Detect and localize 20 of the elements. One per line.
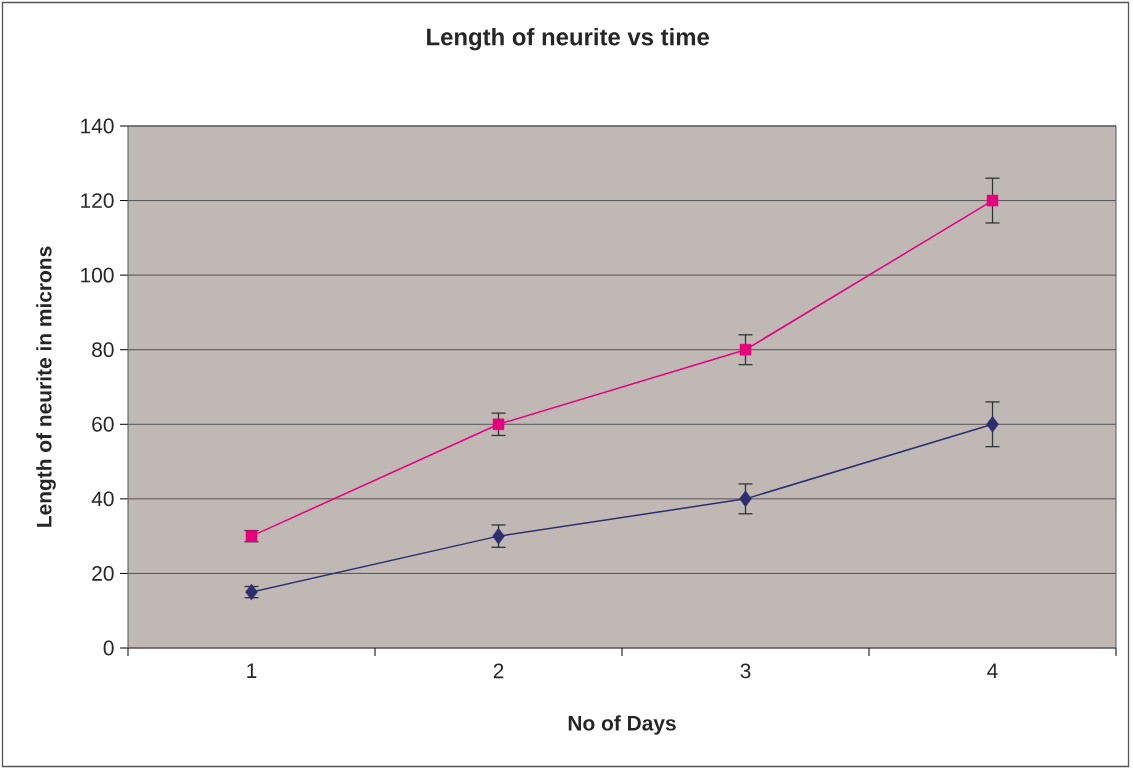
x-tick-label: 3	[740, 663, 751, 679]
x-axis-title: No of Days	[568, 715, 676, 735]
x-tick-label: 4	[987, 663, 998, 678]
point	[986, 416, 999, 433]
x-tick-label: 2	[493, 663, 504, 679]
y-tick-label: 60	[92, 416, 114, 432]
y-tick-label: 100	[81, 267, 114, 283]
y-tick-label: 40	[91, 491, 114, 507]
point	[492, 418, 505, 431]
point	[986, 194, 999, 207]
chart-title: Length of neurite vs time	[427, 27, 709, 51]
x-tick-label: 1	[247, 663, 257, 678]
y-tick-label: 0	[103, 640, 114, 656]
y-tick-label: 80	[92, 342, 114, 358]
y-axis-title: Length of neurite in microns	[36, 246, 56, 527]
y-tick-label: 20	[92, 566, 114, 581]
y-tick-label: 120	[81, 193, 114, 208]
point	[739, 343, 752, 356]
y-tick-label: 140	[81, 118, 114, 134]
point	[739, 490, 752, 508]
